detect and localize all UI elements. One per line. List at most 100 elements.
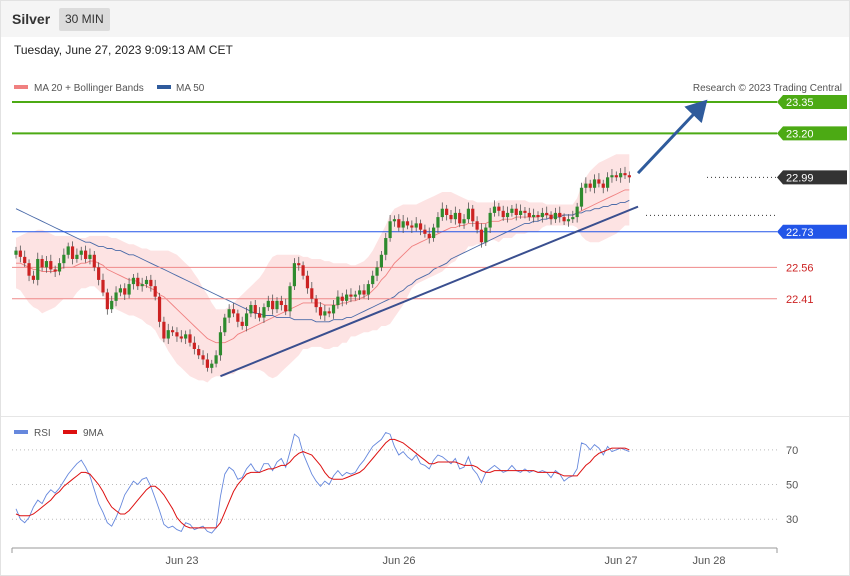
level-badge	[777, 126, 847, 141]
candle-body	[253, 305, 257, 314]
forecast-arrow	[636, 99, 708, 175]
candle-body	[414, 223, 418, 228]
candle-body	[88, 254, 92, 259]
symbol-title: Silver	[12, 11, 51, 27]
candle-body	[218, 332, 223, 356]
candle-body	[136, 277, 140, 287]
candle-body	[627, 175, 631, 178]
rsi-tick-label: 70	[786, 445, 798, 457]
legend-ma20-swatch	[14, 85, 28, 89]
candle-body	[492, 206, 497, 213]
candle-body	[44, 261, 49, 268]
moving-average-layer	[15, 189, 630, 344]
candle-body	[475, 221, 479, 230]
candle-body	[266, 300, 270, 308]
rsi-tick-label: 50	[786, 480, 798, 492]
candle-body	[410, 225, 414, 228]
candle-body	[575, 206, 579, 218]
candle-body	[579, 187, 584, 207]
candle-body	[57, 263, 62, 272]
candle-body	[358, 290, 362, 295]
candle-body	[127, 284, 131, 295]
candle-body	[610, 175, 614, 178]
candle-body	[70, 246, 75, 259]
candle-body	[244, 313, 249, 326]
candle-body	[101, 279, 105, 293]
candle-body	[53, 269, 57, 272]
rsi-line	[15, 431, 630, 534]
candle-body	[514, 208, 518, 215]
copyright-text: Research © 2023 Trading Central	[693, 83, 842, 94]
candle-body	[314, 298, 318, 308]
candle-body	[231, 309, 236, 314]
level-badge	[777, 170, 847, 185]
chart-header: Silver 30 MIN	[1, 1, 849, 37]
candle-body	[31, 275, 35, 280]
candle-body	[249, 305, 253, 314]
candle-body	[297, 263, 301, 266]
candle-body	[305, 275, 310, 289]
level-badge-label: 22.73	[786, 227, 814, 239]
candle-body	[614, 175, 618, 178]
candle-body	[284, 305, 288, 312]
rsi-tick-label: 30	[786, 514, 798, 526]
candle-body	[240, 321, 244, 326]
candle-body	[27, 263, 31, 276]
candle-body	[401, 221, 405, 228]
candle-body	[331, 305, 336, 314]
candle-body	[49, 261, 53, 270]
legend-rsi-ma-swatch	[63, 430, 77, 434]
level-labels: 23.35 23.20 22.99 22.73 22.56 22.41	[777, 94, 847, 306]
candle-body	[227, 309, 231, 318]
level-badge-label: 23.35	[786, 97, 814, 109]
timeframe-button[interactable]: 30 MIN	[59, 8, 110, 31]
candle-body	[388, 221, 392, 239]
candle-body	[18, 250, 22, 257]
candle-body	[592, 179, 597, 188]
level-lines	[12, 100, 777, 300]
candle-body	[505, 212, 510, 218]
bollinger-layer	[16, 154, 630, 383]
candle-body	[623, 173, 627, 176]
candle-body	[262, 307, 266, 318]
ma50-line	[15, 199, 630, 323]
candle-body	[353, 294, 357, 297]
candle-body	[171, 330, 175, 333]
support-label: 22.56	[786, 262, 814, 274]
candle-body	[392, 219, 397, 222]
candle-body	[197, 349, 201, 356]
candle-body	[397, 219, 401, 228]
trendline	[220, 205, 639, 378]
candle-body	[23, 256, 27, 264]
candle-body	[536, 215, 540, 218]
candle-body	[123, 288, 127, 295]
candle-body	[597, 179, 601, 184]
candle-body	[36, 258, 40, 280]
level-badge	[777, 94, 847, 109]
candle-body	[188, 334, 192, 343]
support-label: 22.41	[786, 294, 814, 306]
candle-body	[436, 217, 440, 228]
candle-body	[310, 288, 314, 299]
candle-body	[462, 219, 466, 224]
candle-body	[479, 229, 484, 243]
x-tick-label: Jun 23	[165, 555, 198, 567]
candle-body	[318, 307, 323, 316]
candle-body	[292, 263, 296, 287]
candle-body	[153, 286, 157, 297]
candle-body	[340, 296, 344, 301]
candle-body	[523, 210, 527, 213]
candle-body	[279, 300, 283, 306]
candle-body	[323, 311, 327, 316]
candle-body	[484, 227, 488, 243]
candle-body	[549, 215, 553, 220]
candle-body	[562, 217, 566, 222]
candle-body	[192, 342, 196, 349]
candle-body	[384, 238, 388, 255]
candle-body	[288, 286, 292, 312]
legend-ma50-swatch	[157, 85, 171, 89]
candle-body	[349, 294, 353, 297]
candle-body	[423, 229, 427, 234]
candle-body	[571, 217, 575, 220]
